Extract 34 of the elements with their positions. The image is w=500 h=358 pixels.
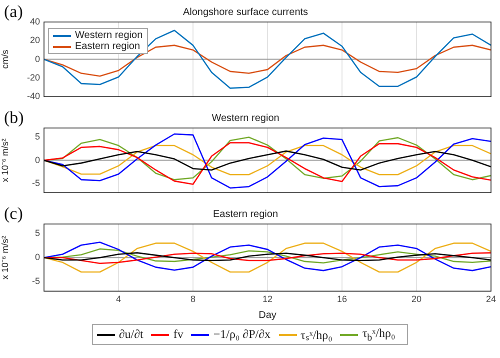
legend-label: Western region	[75, 30, 143, 41]
y-tick-label: 0	[34, 54, 40, 64]
chart-title: Alongshore surface currents	[182, 6, 308, 18]
x-tick-label: 8	[190, 294, 196, 304]
x-tick-label: 12	[262, 294, 273, 304]
legend-label: ∂u/∂t	[118, 327, 144, 342]
y-tick-label: 5	[34, 228, 40, 238]
y-tick-label: 40	[30, 16, 40, 26]
y-tick-label: 0	[34, 154, 40, 165]
chart-title: Eastern region	[212, 208, 278, 220]
x-tick-label: 16	[336, 294, 348, 304]
y-axis-title: cm/s	[0, 49, 10, 69]
y-tick-label: -5	[32, 276, 40, 286]
x-axis-title: Day	[258, 310, 276, 321]
legend-label: τₛˣ/hρ₀	[300, 327, 332, 344]
text: (b)	[4, 108, 24, 128]
x-tick-label: 24	[486, 294, 496, 304]
legend-label: Eastern region	[75, 41, 140, 52]
text: (c)	[4, 204, 23, 224]
chart-title: Western region	[212, 112, 280, 124]
y-tick-label: -5	[32, 178, 40, 188]
y-tick-label: -40	[26, 91, 40, 102]
y-tick-label: 20	[30, 35, 40, 46]
legend-label: −1/ρ₀ ∂P/∂x	[213, 327, 271, 342]
text: (a)	[4, 2, 23, 22]
y-axis-title: x 10⁻⁶ m/s²	[0, 236, 10, 280]
y-tick-label: -20	[26, 72, 40, 82]
legend-label: τ$_{b}$ˣ/hρ₀	[362, 326, 396, 344]
y-tick-label: 5	[34, 132, 40, 142]
y-axis-title: x 10⁻⁶ m/s²	[0, 138, 10, 182]
legend-label: fv	[173, 327, 184, 342]
y-tick-label: 0	[34, 252, 40, 262]
x-tick-label: 4	[116, 294, 122, 304]
x-tick-label: 20	[411, 294, 422, 304]
